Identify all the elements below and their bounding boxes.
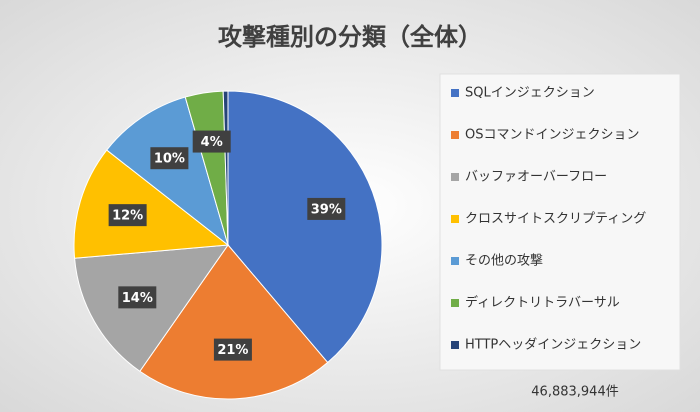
legend-label: その他の攻撃	[465, 253, 543, 269]
pie-slice	[106, 96, 229, 247]
value-label-bg	[118, 286, 157, 309]
value-label-bg	[307, 197, 346, 220]
value-label: 4%	[201, 135, 223, 150]
chart-title: 攻撃種別の分類（全体）	[218, 23, 482, 51]
pie-slice	[73, 149, 230, 259]
legend-label: HTTPヘッダインジェクション	[465, 338, 641, 353]
legend-swatch	[451, 215, 459, 223]
value-label: 39%	[311, 202, 342, 217]
legend-swatch	[451, 173, 459, 181]
legend-swatch	[451, 341, 459, 349]
legend-swatch	[451, 131, 459, 139]
pie-slice	[222, 90, 229, 246]
value-label: 10%	[154, 152, 185, 167]
annotation: 46,883,944件	[531, 385, 618, 400]
legend-label: クロスサイトスクリプティング	[465, 212, 646, 227]
value-label: 14%	[122, 291, 153, 306]
value-label-bg	[213, 338, 252, 361]
legend-swatch	[451, 89, 459, 97]
legend-label: バッファオーバーフロー	[465, 170, 607, 185]
legend-box	[439, 73, 681, 371]
value-label: 12%	[112, 209, 143, 224]
legend-swatch	[451, 299, 459, 307]
legend-swatch	[451, 257, 459, 265]
legend-label: ディレクトリトラバーサル	[465, 295, 620, 311]
legend-label: OSコマンドインジェクション	[465, 128, 640, 143]
pie-slice	[139, 244, 329, 400]
value-label-bg	[108, 204, 147, 227]
value-label-bg	[192, 130, 231, 153]
pie-slice	[227, 90, 383, 364]
value-label: 21%	[217, 343, 248, 358]
value-label-bg	[150, 147, 189, 170]
legend-label: SQLインジェクション	[465, 86, 595, 101]
